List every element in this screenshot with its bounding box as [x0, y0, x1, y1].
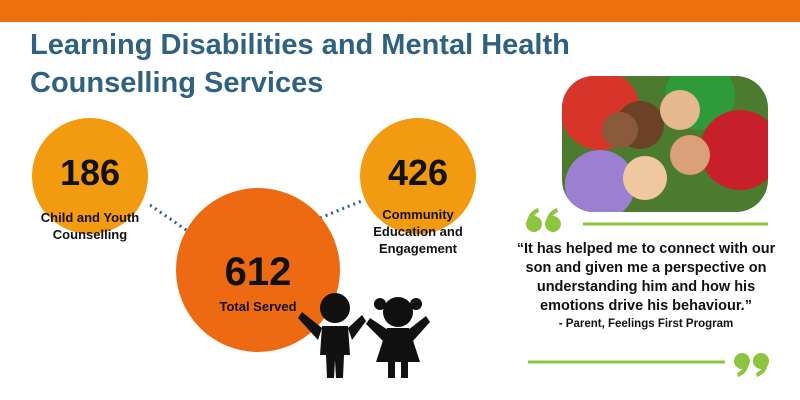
stat-label: Total Served	[219, 299, 297, 314]
stat-circle	[176, 188, 340, 352]
children-icon	[298, 293, 430, 378]
open-quote-icon	[526, 208, 561, 232]
title: Learning Disabilities and Mental Health …	[30, 29, 570, 99]
stat-value: 426	[387, 152, 449, 193]
stat-label: Community Education and Engagement	[373, 207, 463, 256]
top-bar	[0, 0, 800, 22]
close-quote-icon	[734, 353, 769, 377]
stat-value: 186	[59, 152, 121, 193]
connector	[149, 203, 193, 236]
photo	[562, 76, 768, 212]
stat-circle	[32, 118, 148, 234]
quote-attribution: - Parent, Feelings First Program	[558, 318, 734, 330]
connector	[319, 198, 365, 220]
stat-circle	[360, 118, 476, 234]
quote: “It has helped me to connect with our so…	[516, 241, 776, 314]
stat-value: 612	[224, 250, 292, 294]
stat-label: Child and Youth Counselling	[40, 210, 140, 242]
